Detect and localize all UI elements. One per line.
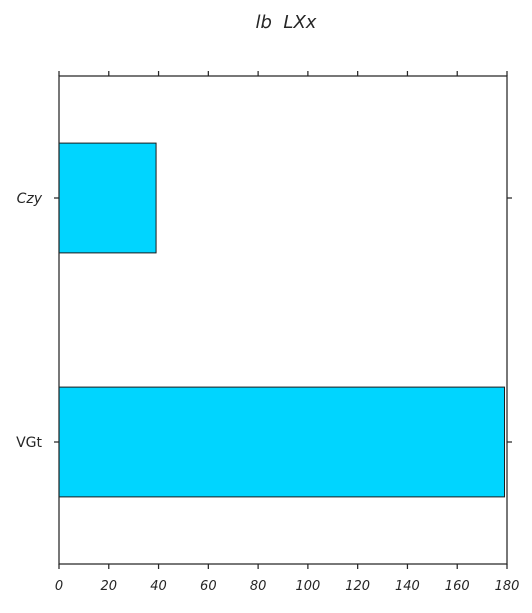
x-tick-label: 80 <box>250 579 267 594</box>
x-tick-label: 160 <box>445 579 470 594</box>
x-tick-label: 100 <box>295 579 320 594</box>
x-tick-label: 0 <box>55 579 63 594</box>
y-tick-label-czy: Czy <box>17 191 43 207</box>
bars-layer <box>58 142 506 498</box>
x-tick-label: 120 <box>345 579 370 594</box>
x-tick-label: 180 <box>495 579 520 594</box>
x-tick-label: 140 <box>395 579 420 594</box>
axes-layer <box>58 75 508 565</box>
ticks-layer: 0 20 40 60 80 100 120 140 160 180 Czy VGt <box>16 71 519 594</box>
bar-vgt <box>58 386 506 498</box>
bar-czy <box>58 142 157 254</box>
plot-frame <box>58 75 508 565</box>
chart-title: lb LXx <box>256 12 317 33</box>
y-tick-label-vgt: VGt <box>16 435 42 451</box>
x-tick-label: 20 <box>101 579 118 594</box>
x-tick-label: 60 <box>200 579 217 594</box>
x-tick-label: 40 <box>150 579 167 594</box>
